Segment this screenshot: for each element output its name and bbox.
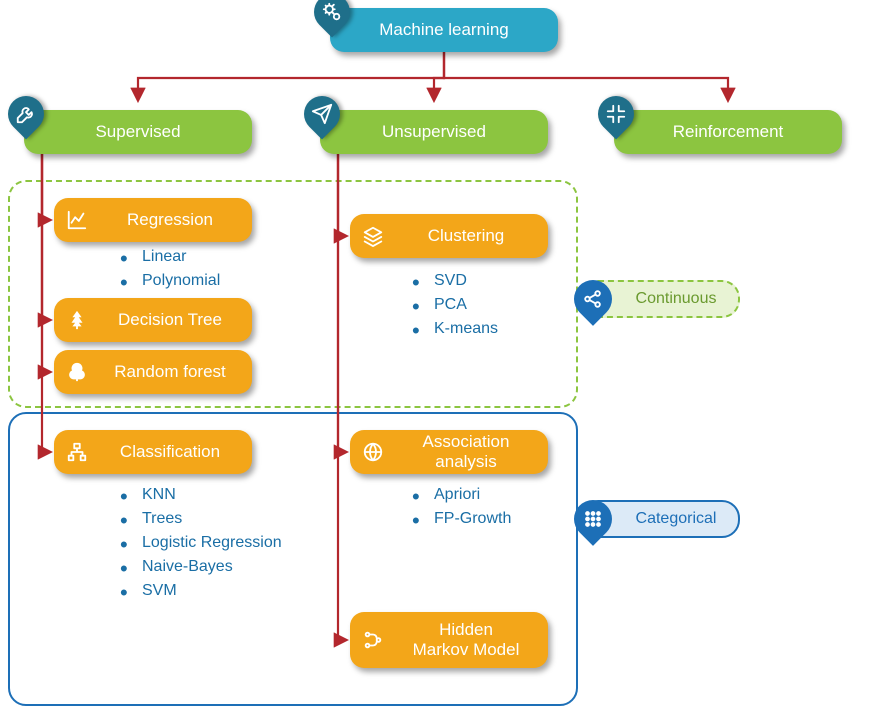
tree-icon [64, 359, 90, 385]
node-label: Unsupervised [330, 122, 538, 142]
group-label-text: Categorical [636, 510, 717, 528]
list-item: FP-Growth [412, 510, 511, 528]
node-label: Clustering [394, 226, 538, 246]
list-item: SVM [120, 582, 282, 600]
list-item: Apriori [412, 486, 511, 504]
node-regression: Regression [54, 198, 252, 242]
edge-0 [138, 52, 444, 100]
bullets-regression: Linear Polynomial [120, 248, 220, 296]
globe-icon [360, 439, 386, 465]
node-label: Decision Tree [98, 310, 242, 330]
node-label: HiddenMarkov Model [394, 620, 538, 659]
node-association: Association analysis [350, 430, 548, 474]
pine-icon [64, 307, 90, 333]
diagram-canvas: Continuous Categorical Machine learning Sup… [0, 0, 885, 721]
bullets-clustering: SVD PCA K-means [412, 272, 498, 344]
list-item: Polynomial [120, 272, 220, 290]
edge-2 [444, 52, 728, 100]
list-item: Trees [120, 510, 282, 528]
node-unsupervised: Unsupervised [320, 110, 548, 154]
node-randomForest: Random forest [54, 350, 252, 394]
bullets-classification: KNN Trees Logistic Regression Naive-Bayes SV… [120, 486, 282, 606]
list-item: PCA [412, 296, 498, 314]
group-label-continuous: Continuous [580, 280, 740, 318]
node-decisionTree: Decision Tree [54, 298, 252, 342]
list-item: Linear [120, 248, 220, 266]
group-label-text: Continuous [636, 290, 717, 308]
group-label-categorical: Categorical [580, 500, 740, 538]
node-label: Classification [98, 442, 242, 462]
layers-icon [360, 223, 386, 249]
node-classification: Classification [54, 430, 252, 474]
list-item: Logistic Regression [120, 534, 282, 552]
node-label: Reinforcement [624, 122, 832, 142]
edge-1 [434, 52, 444, 100]
node-label: Association analysis [394, 432, 538, 471]
node-root: Machine learning [330, 8, 558, 52]
branch-icon [360, 627, 386, 653]
node-label: Regression [98, 210, 242, 230]
node-label: Machine learning [340, 20, 548, 40]
node-clustering: Clustering [350, 214, 548, 258]
bullets-association: Apriori FP-Growth [412, 486, 511, 534]
node-label: Random forest [98, 362, 242, 382]
list-item: SVD [412, 272, 498, 290]
list-item: KNN [120, 486, 282, 504]
node-label: Supervised [34, 122, 242, 142]
hier-icon [64, 439, 90, 465]
list-item: Naive-Bayes [120, 558, 282, 576]
chart-icon [64, 207, 90, 233]
node-reinforcement: Reinforcement [614, 110, 842, 154]
node-hmm: HiddenMarkov Model [350, 612, 548, 668]
list-item: K-means [412, 320, 498, 338]
node-supervised: Supervised [24, 110, 252, 154]
